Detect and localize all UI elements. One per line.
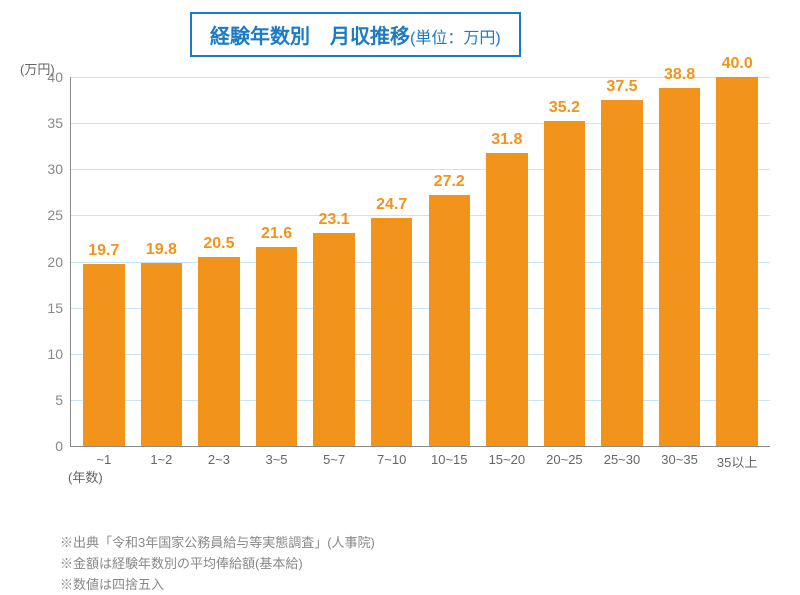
bar-value-label: 27.2 <box>434 173 465 191</box>
ytick-label: 35 <box>31 115 71 131</box>
bar-value-label: 31.8 <box>491 131 522 149</box>
bar: 23.1 <box>313 233 354 446</box>
bar: 20.5 <box>198 257 239 446</box>
bar: 38.8 <box>659 88 700 446</box>
xtick-label: 2~3 <box>208 452 230 467</box>
xtick-label: ~1 <box>96 452 111 467</box>
xtick-label: 5~7 <box>323 452 345 467</box>
bar: 19.8 <box>141 263 182 446</box>
xtick-label: 10~15 <box>431 452 468 467</box>
ytick-label: 20 <box>31 254 71 270</box>
bar-value-label: 19.7 <box>88 242 119 260</box>
bar-value-label: 40.0 <box>722 55 753 73</box>
chart-title-main: 経験年数別 月収推移 <box>210 26 410 48</box>
chart-area: (万円) 051015202530354019.7~119.81~220.52~… <box>20 63 780 483</box>
chart-container: 経験年数別 月収推移(単位：万円) (万円) 05101520253035401… <box>0 0 800 582</box>
bar-slot: 40.035以上 <box>708 77 766 446</box>
footnote-line: ※金額は経験年数別の平均俸給額(基本給) <box>60 554 780 575</box>
footnote-line: ※出典「令和3年国家公務員給与等実態調査」(人事院) <box>60 533 780 554</box>
bar-value-label: 35.2 <box>549 99 580 117</box>
xtick-label: 1~2 <box>150 452 172 467</box>
bar: 40.0 <box>716 77 757 446</box>
bar-value-label: 19.8 <box>146 241 177 259</box>
bar-slot: 19.81~2 <box>133 77 191 446</box>
bar-value-label: 37.5 <box>606 78 637 96</box>
bar-value-label: 23.1 <box>319 211 350 229</box>
xtick-label: 3~5 <box>265 452 287 467</box>
bar-slot: 19.7~1 <box>75 77 133 446</box>
ytick-label: 15 <box>31 300 71 316</box>
bar-slot: 31.815~20 <box>478 77 536 446</box>
bar-value-label: 24.7 <box>376 196 407 214</box>
bar: 19.7 <box>83 264 124 446</box>
xtick-label: 7~10 <box>377 452 406 467</box>
ytick-label: 40 <box>31 69 71 85</box>
bar-value-label: 21.6 <box>261 225 292 243</box>
bar-slot: 37.525~30 <box>593 77 651 446</box>
xtick-label: 20~25 <box>546 452 583 467</box>
chart-title-box: 経験年数別 月収推移(単位：万円) <box>190 12 521 57</box>
xtick-label: 30~35 <box>661 452 698 467</box>
bar: 37.5 <box>601 100 642 446</box>
bar-slot: 38.830~35 <box>651 77 709 446</box>
xtick-label: 35以上 <box>717 452 757 471</box>
xtick-label: 25~30 <box>604 452 641 467</box>
bar-slot: 23.15~7 <box>305 77 363 446</box>
plot-area: 051015202530354019.7~119.81~220.52~321.6… <box>70 77 770 447</box>
x-axis-label: (年数) <box>68 467 103 486</box>
bar: 31.8 <box>486 153 527 446</box>
bar-slot: 27.210~15 <box>420 77 478 446</box>
ytick-label: 5 <box>31 392 71 408</box>
bar-value-label: 38.8 <box>664 66 695 84</box>
ytick-label: 10 <box>31 346 71 362</box>
chart-title-unit: (単位：万円) <box>410 30 501 47</box>
bar: 24.7 <box>371 218 412 446</box>
xtick-label: 15~20 <box>489 452 526 467</box>
bar-value-label: 20.5 <box>203 235 234 253</box>
bar-slot: 20.52~3 <box>190 77 248 446</box>
bar: 27.2 <box>429 195 470 446</box>
bars-row: 19.7~119.81~220.52~321.63~523.15~724.77~… <box>71 77 770 446</box>
ytick-label: 0 <box>31 438 71 454</box>
bar-slot: 35.220~25 <box>536 77 594 446</box>
ytick-label: 30 <box>31 161 71 177</box>
bar-slot: 21.63~5 <box>248 77 306 446</box>
ytick-label: 25 <box>31 207 71 223</box>
bar-slot: 24.77~10 <box>363 77 421 446</box>
bar: 21.6 <box>256 247 297 446</box>
footnote-line: ※数値は四捨五入 <box>60 575 780 595</box>
footnotes: ※出典「令和3年国家公務員給与等実態調査」(人事院) ※金額は経験年数別の平均俸… <box>60 533 780 595</box>
bar: 35.2 <box>544 121 585 446</box>
